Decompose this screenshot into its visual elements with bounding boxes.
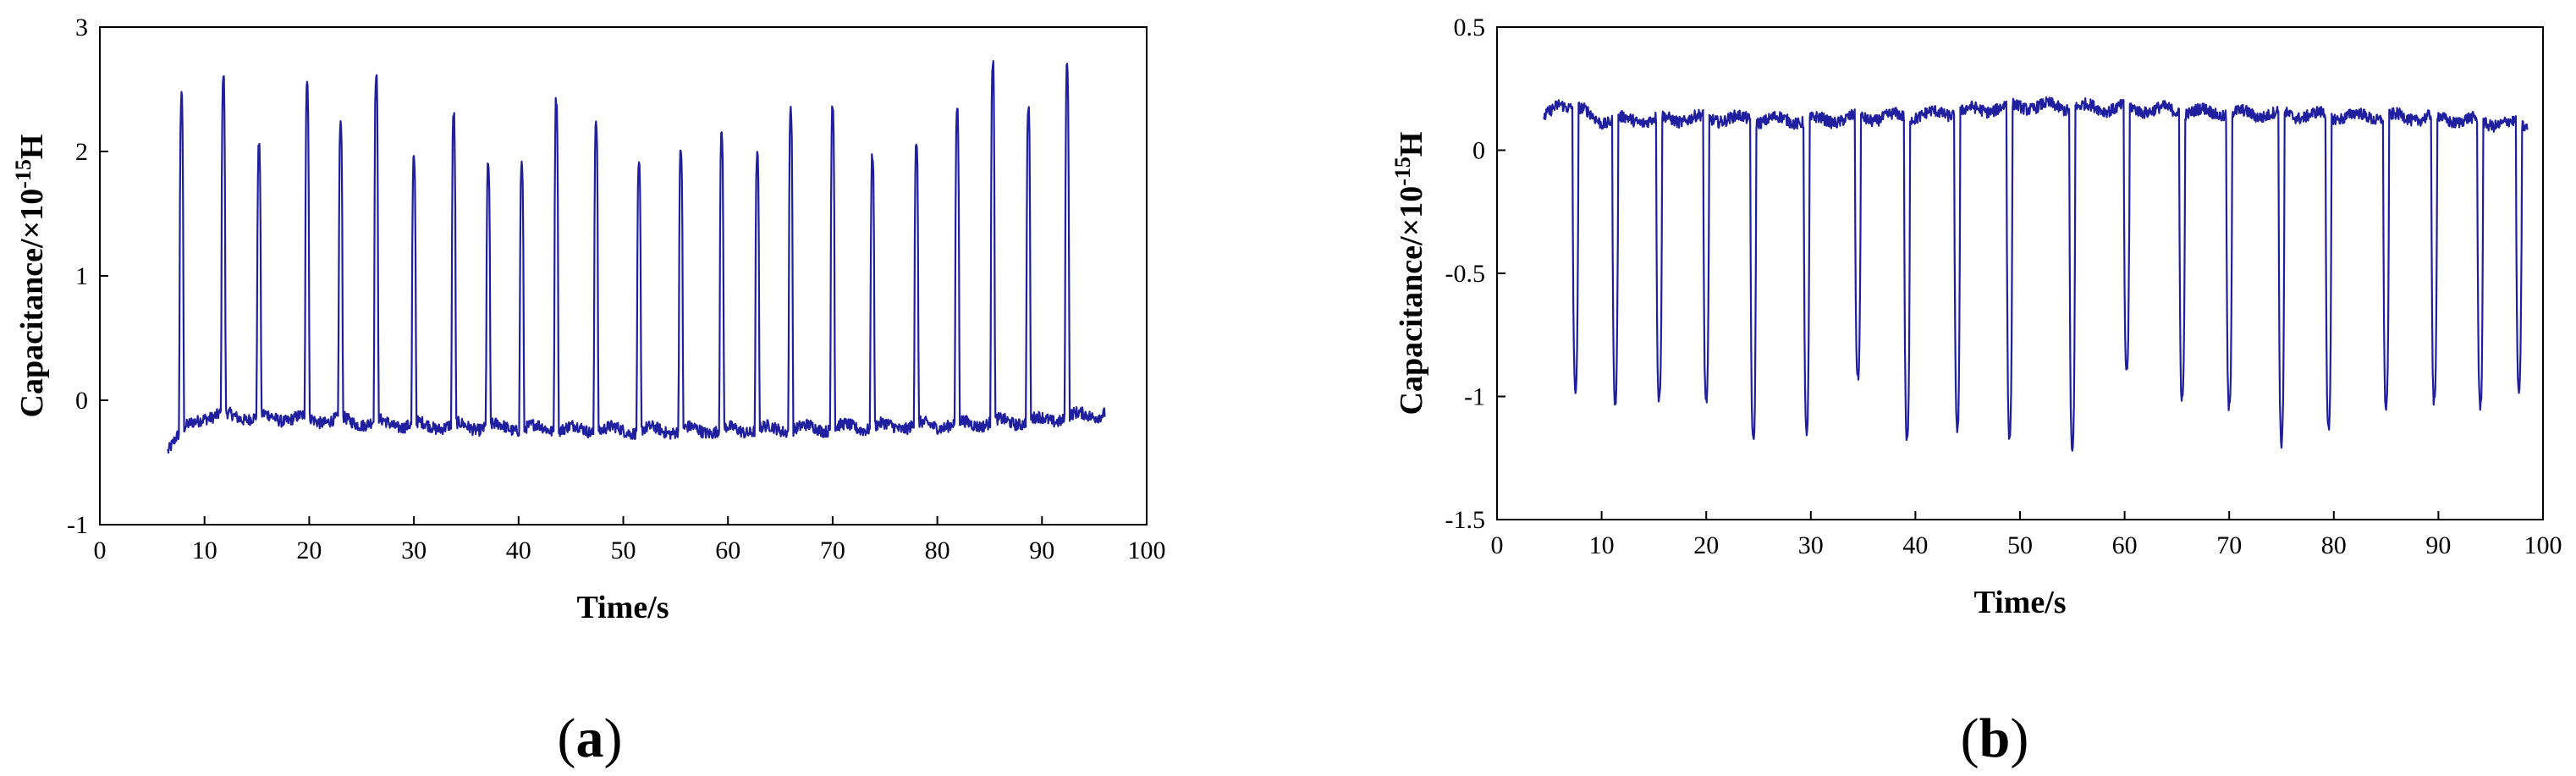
- panel-a-caption: (a): [558, 707, 623, 769]
- panel-a-y-tick-label: 2: [75, 138, 88, 166]
- panel-b-y-tick-label: -0.5: [1445, 260, 1486, 288]
- panel-b-x-ticks: 0 10 20 30 40 50 60 70 80 90 100: [1491, 511, 2562, 559]
- panel-a-x-tick-label: 60: [715, 537, 740, 564]
- panel-a-x-tick-label: 100: [1128, 537, 1166, 564]
- panel-b-y-tick-label: 0: [1472, 137, 1485, 165]
- panel-a-series-line: [167, 60, 1106, 454]
- panel-a-y-tick-label: 0: [75, 387, 88, 415]
- panel-b-x-axis-title: Time/s: [1973, 585, 2066, 620]
- panel-a-y-ticks: -1 0 1 2 3: [67, 14, 108, 539]
- panel-a-y-tick-label: 1: [75, 262, 88, 290]
- panel-a-x-tick-label: 70: [820, 537, 845, 564]
- panel-a-y-tick-label: 3: [75, 14, 88, 41]
- panel-b-x-tick-label: 60: [2112, 531, 2138, 559]
- panel-b-x-tick-label: 80: [2321, 531, 2347, 559]
- panel-a-x-tick-label: 90: [1029, 537, 1054, 564]
- panel-a-x-tick-label: 10: [192, 537, 217, 564]
- panel-b-series-line: [1543, 96, 2529, 452]
- panel-b-x-tick-label: 40: [1902, 531, 1928, 559]
- panel-b-x-tick-label: 10: [1589, 531, 1615, 559]
- panel-a-x-tick-label: 0: [94, 537, 107, 564]
- panel-a-x-tick-label: 80: [925, 537, 950, 564]
- panel-b-x-tick-label: 90: [2425, 531, 2451, 559]
- panel-a-y-axis-title: Capacitance/×10-15H: [11, 135, 50, 418]
- panel-b-y-tick-label: 0.5: [1454, 14, 1486, 41]
- panel-b-y-axis-title: Capacitance/×10-15H: [1390, 132, 1429, 416]
- panel-b-y-tick-label: -1.5: [1445, 506, 1486, 534]
- panel-a-y-tick-label: -1: [67, 511, 88, 539]
- panel-b-caption: (b): [1961, 707, 2029, 769]
- panel-a-x-tick-label: 50: [611, 537, 636, 564]
- panel-a-x-ticks: 0 10 20 30 40 50 60 70 80 90 100: [94, 516, 1166, 564]
- panel-b-y-ticks: -1.5 -1 -0.5 0 0.5: [1445, 14, 1505, 534]
- panel-b-x-tick-label: 20: [1693, 531, 1719, 559]
- panel-b-x-tick-label: 0: [1491, 531, 1504, 559]
- panel-a-x-tick-label: 20: [296, 537, 322, 564]
- panel-b-y-tick-label: -1: [1464, 383, 1485, 411]
- panel-b-x-tick-label: 70: [2216, 531, 2242, 559]
- panel-a-x-axis-title: Time/s: [576, 590, 669, 625]
- panel-b-x-tick-label: 30: [1798, 531, 1824, 559]
- panel-b-chart: 0 10 20 30 40 50 60 70 80 90 100 -1.5 -1 -0.5 0 0.5 Ti…: [1390, 14, 2562, 769]
- panel-b-x-tick-label: 100: [2524, 531, 2562, 559]
- panel-a-x-tick-label: 40: [506, 537, 531, 564]
- panel-a-x-tick-label: 30: [401, 537, 427, 564]
- panel-b-x-tick-label: 50: [2007, 531, 2033, 559]
